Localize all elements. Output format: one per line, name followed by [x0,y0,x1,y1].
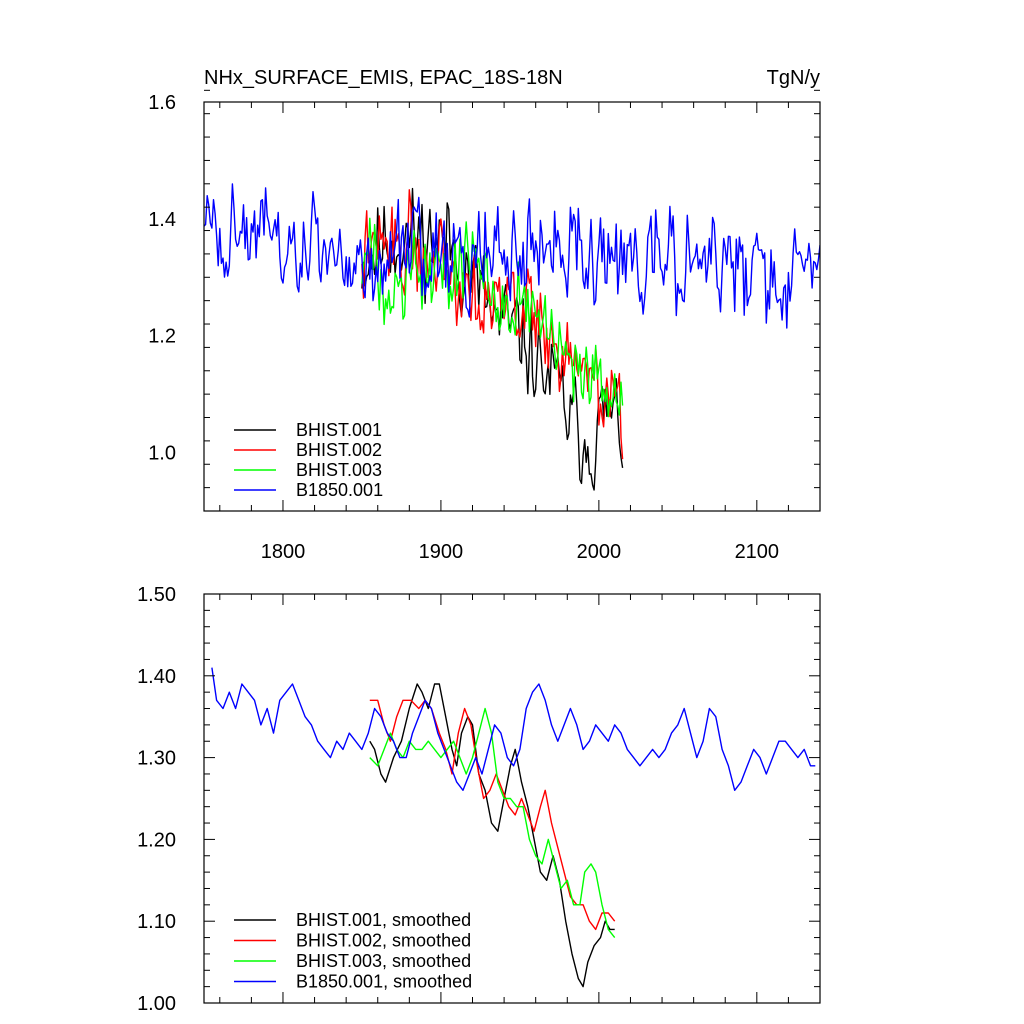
top-y-tick-label: 1.4 [148,209,176,231]
bottom-legend-label-bhist-003-smoothed: BHIST.003, smoothed [296,951,471,971]
top-axes: 1.0 1.2 1.4 1.6 1800 1900 2000 2100 [148,89,821,563]
top-legend-label-b1850-001: B1850.001 [296,480,383,500]
top-panel: NHx_SURFACE_EMIS, EPAC_18S-18N TgN/y 1.0… [148,67,821,563]
top-y-tick-label: 1.6 [148,92,176,114]
top-series-group [204,183,820,491]
top-x-tick-label: 1900 [419,541,464,563]
top-series-line-b1850-001 [204,183,820,329]
bottom-axes: 1.00 1.10 1.20 1.30 1.40 1.50 [137,584,821,1015]
bottom-plot-frame [203,593,821,1004]
top-chart-title: NHx_SURFACE_EMIS, EPAC_18S-18N [204,67,563,89]
top-series-line-bhist-003 [361,217,624,418]
bottom-y-tick-label: 1.30 [137,748,176,770]
top-plot-frame [203,101,821,512]
top-series-line-bhist-001 [361,187,624,491]
bottom-series-line-b1850-001-smoothed [211,667,816,791]
top-chart-units: TgN/y [767,67,820,89]
top-y-tick-label: 1.2 [148,326,176,348]
top-legend-label-bhist-001: BHIST.001 [296,420,382,440]
bottom-y-tick-label: 1.10 [137,911,176,933]
bottom-panel: 1.00 1.10 1.20 1.30 1.40 1.50 BHIST.001, smoo… [137,584,821,1015]
top-legend-label-bhist-003: BHIST.003 [296,460,382,480]
bottom-y-tick-label: 1.00 [137,993,176,1015]
bottom-y-tick-label: 1.50 [137,584,176,606]
bottom-legend-label-b1850-001-smoothed: B1850.001, smoothed [296,972,472,992]
bottom-legend-label-bhist-002-smoothed: BHIST.002, smoothed [296,931,471,951]
bottom-legend-label-bhist-001-smoothed: BHIST.001, smoothed [296,910,471,930]
bottom-y-tick-label: 1.40 [137,666,176,688]
bottom-series-group [211,667,816,988]
top-x-tick-label: 2000 [577,541,622,563]
top-x-tick-label: 1800 [261,541,306,563]
top-legend-label-bhist-002: BHIST.002 [296,440,382,460]
top-series-line-bhist-002 [361,189,624,460]
bottom-y-tick-label: 1.20 [137,829,176,851]
bottom-series-line-bhist-001-smoothed [369,683,615,988]
bottom-series-line-bhist-003-smoothed [369,707,616,939]
top-y-tick-label: 1.0 [148,443,176,465]
top-x-tick-label: 2100 [735,541,780,563]
